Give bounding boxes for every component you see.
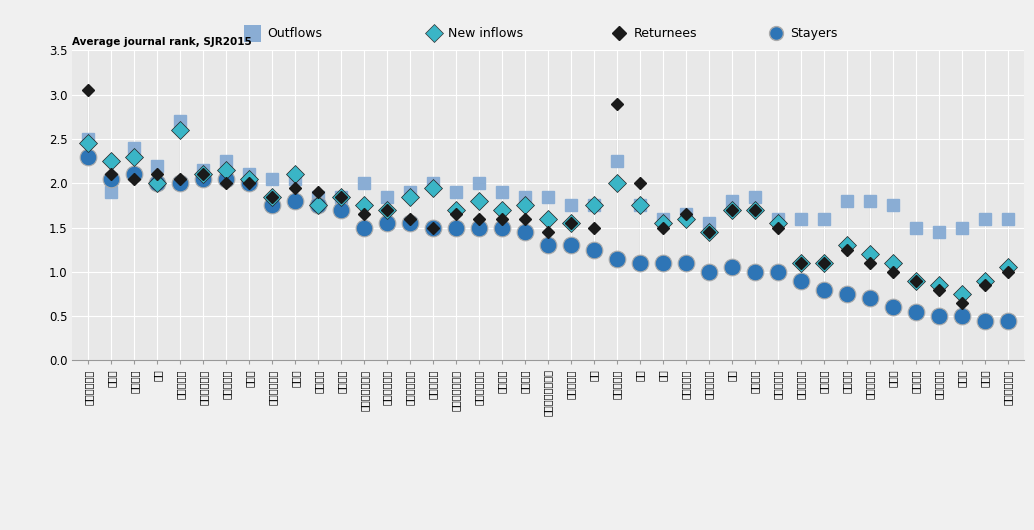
FancyBboxPatch shape xyxy=(244,24,261,42)
Text: Average journal rank, SJR2015: Average journal rank, SJR2015 xyxy=(72,37,252,47)
Text: Stayers: Stayers xyxy=(791,26,838,40)
Text: Returnees: Returnees xyxy=(634,26,697,40)
Text: New inflows: New inflows xyxy=(448,26,523,40)
Text: Outflows: Outflows xyxy=(268,26,323,40)
